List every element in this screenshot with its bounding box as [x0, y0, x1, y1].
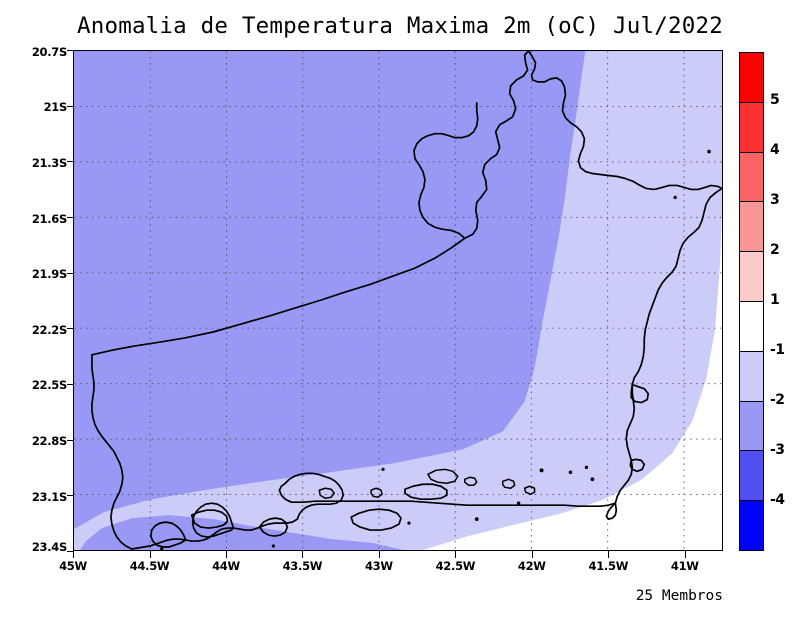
ytick-mark-7 — [67, 439, 74, 441]
colorbar-segment-3 — [740, 201, 763, 252]
colorbar-tick-label-1: 4 — [770, 142, 780, 158]
ytick-mark-0 — [67, 50, 74, 51]
ytick-mark-1 — [67, 105, 74, 107]
xtick-label-2: 44W — [212, 559, 240, 573]
ytick-mark-8 — [67, 495, 74, 497]
map-plot-area[interactable] — [73, 50, 723, 551]
ytick-mark-5 — [67, 328, 74, 330]
colorbar-tick-label-6: -2 — [770, 392, 785, 408]
colorbar-segment-4 — [740, 251, 763, 301]
colorbar-segment-1 — [740, 101, 763, 152]
xtick-mark-5 — [455, 551, 457, 558]
xtick-label-8: 41W — [670, 559, 699, 573]
ytick-mark-6 — [67, 384, 74, 385]
xtick-mark-3 — [302, 551, 304, 558]
colorbar-tick-label-3: 2 — [770, 242, 780, 258]
colorbar-segment-7 — [740, 400, 763, 451]
colorbar-tick-label-4: 1 — [770, 292, 780, 308]
colorbar-segment-0 — [740, 53, 763, 102]
ytick-label-1: 21S — [43, 100, 68, 114]
ytick-label-9: 23.4S — [31, 540, 67, 554]
ytick-label-7: 22.8S — [31, 434, 67, 448]
colorbar-segment-9 — [740, 500, 763, 550]
xtick-mark-6 — [531, 551, 533, 558]
colorbar[interactable] — [739, 52, 764, 551]
xtick-label-4: 43W — [364, 559, 393, 573]
xtick-label-6: 42W — [517, 559, 546, 573]
ytick-label-0: 20.7S — [31, 45, 67, 59]
ytick-mark-9 — [67, 551, 74, 552]
ytick-label-4: 21.9S — [31, 267, 67, 281]
coastline-path — [91, 51, 722, 550]
colorbar-segment-2 — [740, 151, 763, 202]
colorbar-segment-5 — [740, 300, 763, 351]
colorbar-segment-6 — [740, 350, 763, 401]
xtick-mark-1 — [149, 551, 151, 558]
page-title: Anomalia de Temperatura Maxima 2m (oC) J… — [76, 13, 724, 39]
ytick-label-5: 22.2S — [31, 323, 67, 337]
xtick-mark-0 — [73, 551, 74, 558]
xtick-label-5: 42.5W — [435, 559, 476, 573]
xtick-mark-2 — [226, 551, 227, 558]
ytick-label-6: 22.5S — [31, 378, 67, 392]
shade-band-neutral — [422, 178, 722, 550]
ytick-mark-4 — [67, 272, 74, 274]
colorbar-tick-label-0: 5 — [770, 92, 780, 108]
xtick-mark-8 — [684, 551, 686, 558]
xtick-label-0: 45W — [59, 559, 87, 573]
ytick-label-8: 23.1S — [31, 490, 67, 504]
colorbar-tick-label-5: -1 — [770, 342, 785, 358]
shade-band-minus2-minus1 — [74, 51, 722, 550]
colorbar-tick-label-7: -3 — [770, 442, 785, 458]
map-gridlines — [74, 51, 722, 550]
colorbar-tick-label-8: -4 — [770, 492, 785, 508]
ytick-label-3: 21.6S — [31, 212, 67, 226]
xtick-label-7: 41.5W — [588, 559, 629, 573]
xtick-mark-4 — [378, 551, 380, 558]
ytick-mark-2 — [67, 161, 74, 163]
ytick-mark-3 — [67, 217, 74, 218]
xtick-mark-7 — [608, 551, 610, 558]
colorbar-tick-label-2: 3 — [770, 192, 780, 208]
members-note: 25 Membros — [635, 588, 723, 604]
map-svg — [74, 51, 722, 550]
ytick-label-2: 21.3S — [31, 156, 67, 170]
colorbar-segment-8 — [740, 450, 763, 501]
xtick-label-3: 43.5W — [282, 559, 323, 573]
xtick-label-1: 44.5W — [129, 559, 170, 573]
